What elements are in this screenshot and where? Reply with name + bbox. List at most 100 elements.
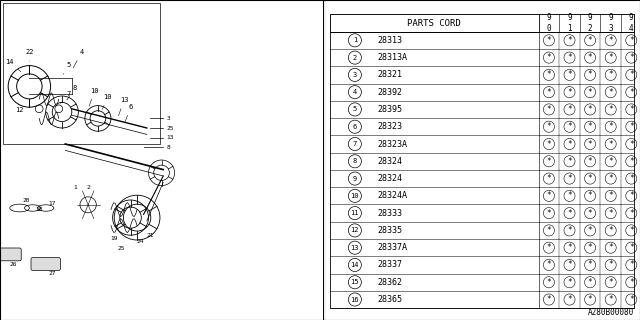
Text: 7: 7 [353,141,357,147]
Text: *: * [588,243,593,252]
Text: *: * [567,243,572,252]
Text: *: * [567,295,572,304]
Text: 28321: 28321 [377,70,402,79]
Text: 3: 3 [353,72,357,78]
FancyBboxPatch shape [0,248,21,261]
Text: 28335: 28335 [377,226,402,235]
Text: *: * [547,70,551,79]
Text: 25: 25 [166,125,174,131]
Text: *: * [609,53,613,62]
Text: 20: 20 [22,197,30,203]
Text: 28337: 28337 [377,260,402,269]
Text: *: * [567,209,572,218]
Text: *: * [567,226,572,235]
Text: 9
1: 9 1 [567,13,572,33]
Text: 28333: 28333 [377,209,402,218]
Text: *: * [588,157,593,166]
Text: 28313A: 28313A [377,53,407,62]
Text: *: * [609,157,613,166]
Text: *: * [567,36,572,45]
FancyBboxPatch shape [31,258,60,270]
Text: *: * [588,295,593,304]
Text: *: * [588,226,593,235]
Text: 9
4: 9 4 [629,13,634,33]
Text: *: * [629,36,634,45]
Text: *: * [629,140,634,148]
Text: *: * [629,70,634,79]
Text: 28362: 28362 [377,278,402,287]
Text: 2: 2 [86,185,90,190]
Text: PARTS CORD: PARTS CORD [407,19,461,28]
Text: *: * [567,278,572,287]
Text: 25: 25 [117,246,125,251]
Text: *: * [547,260,551,269]
Text: *: * [588,140,593,148]
Text: 5: 5 [63,62,70,74]
Text: 28324: 28324 [377,157,402,166]
Text: 13: 13 [351,245,359,251]
Text: 6: 6 [353,124,357,130]
Text: 8: 8 [166,145,170,150]
Text: 10: 10 [102,94,112,109]
Text: 17: 17 [49,201,56,206]
Text: *: * [609,174,613,183]
Text: 26: 26 [10,262,17,267]
Text: *: * [588,191,593,200]
Text: *: * [588,53,593,62]
Text: *: * [547,36,551,45]
Text: *: * [609,209,613,218]
Text: 1: 1 [73,185,77,190]
Text: 28323A: 28323A [377,140,407,148]
Text: *: * [567,174,572,183]
Text: 9
3: 9 3 [609,13,613,33]
Text: *: * [629,209,634,218]
Text: *: * [547,157,551,166]
Text: *: * [629,157,634,166]
Text: 28365: 28365 [377,295,402,304]
Text: *: * [547,122,551,131]
Text: 28324: 28324 [377,174,402,183]
Text: 6: 6 [125,104,132,122]
Text: 8: 8 [353,158,357,164]
Text: 28324A: 28324A [377,191,407,200]
Text: *: * [609,122,613,131]
Bar [3,3,160,144]
Text: *: * [629,174,634,183]
Text: 14: 14 [6,59,20,72]
Text: 9: 9 [353,176,357,181]
Text: *: * [629,295,634,304]
Text: 9
0: 9 0 [547,13,551,33]
Text: *: * [567,260,572,269]
Text: *: * [588,105,593,114]
Text: *: * [547,209,551,218]
Text: *: * [567,53,572,62]
Text: 1: 1 [353,37,357,43]
Text: *: * [629,53,634,62]
Text: 28323: 28323 [377,122,402,131]
Text: 16: 16 [351,297,359,302]
Text: 22: 22 [25,49,34,61]
Text: 21: 21 [147,233,154,238]
Text: *: * [609,226,613,235]
Text: 24: 24 [136,239,144,244]
Text: 28337A: 28337A [377,243,407,252]
Text: *: * [629,105,634,114]
Text: 28392: 28392 [377,88,402,97]
Text: *: * [547,105,551,114]
Text: *: * [588,260,593,269]
Text: 8: 8 [67,84,77,100]
Text: 2: 2 [353,55,357,60]
Bar [330,14,634,32]
Text: *: * [547,278,551,287]
Text: *: * [609,260,613,269]
Text: *: * [609,140,613,148]
Text: *: * [588,209,593,218]
Text: *: * [547,140,551,148]
Text: *: * [609,70,613,79]
Text: *: * [629,243,634,252]
Text: *: * [547,174,551,183]
Text: 12: 12 [351,228,359,233]
Text: 10: 10 [89,88,99,106]
Text: *: * [609,278,613,287]
Text: *: * [567,88,572,97]
